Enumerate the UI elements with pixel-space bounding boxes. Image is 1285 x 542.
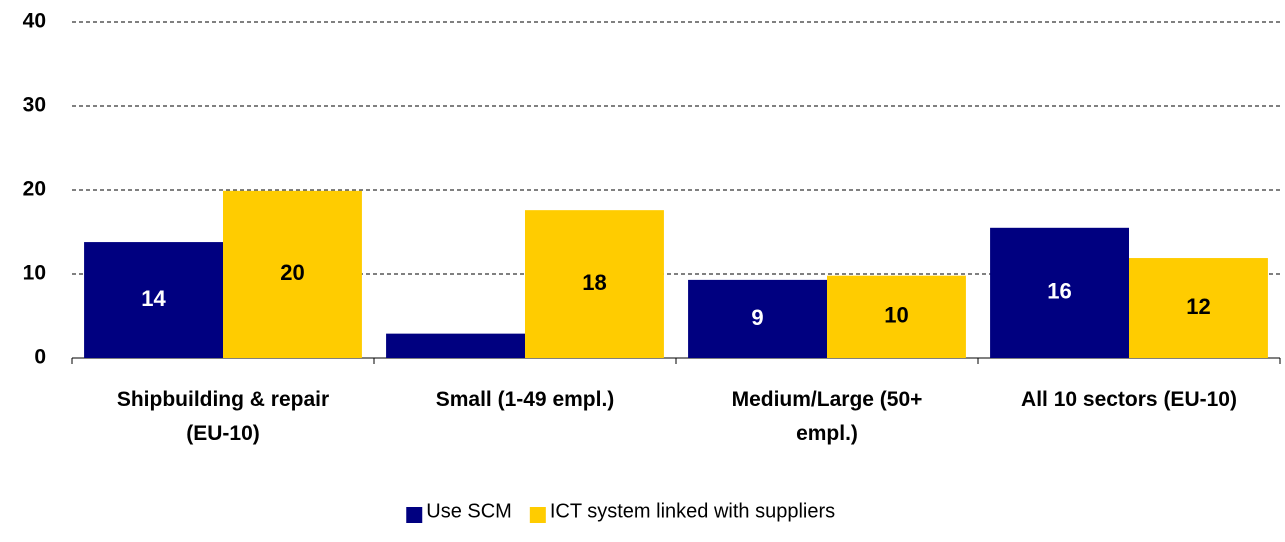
data-label: 9	[751, 305, 763, 330]
y-tick-label: 20	[23, 178, 46, 201]
data-label: 12	[1186, 294, 1210, 319]
legend-label: Use SCM	[426, 500, 512, 522]
bar	[990, 227, 1129, 358]
bar	[223, 190, 362, 358]
x-tick-label: Small (1-49 empl.)	[435, 388, 615, 411]
y-tick-label: 40	[23, 10, 46, 33]
x-tick-label: Shipbuilding & repair (EU-10)	[116, 388, 330, 445]
data-label: 20	[280, 260, 304, 285]
bar	[386, 333, 525, 358]
data-label: 14	[141, 286, 166, 311]
legend-label: ICT system linked with suppliers	[550, 500, 835, 522]
bar	[84, 242, 223, 358]
y-tick-label: 30	[23, 94, 46, 117]
x-tick-label: Medium/Large (50+ empl.)	[731, 388, 923, 445]
legend-swatch	[406, 507, 423, 523]
bar	[1129, 258, 1268, 358]
x-tick-label: All 10 sectors (EU-10)	[1021, 388, 1237, 411]
y-tick-label: 10	[23, 262, 46, 285]
data-label: 18	[582, 270, 606, 295]
bar	[525, 210, 664, 358]
y-tick-label: 0	[34, 346, 46, 369]
bar	[688, 279, 827, 358]
bar	[827, 275, 966, 358]
data-label: 10	[884, 303, 908, 328]
data-label: 16	[1047, 279, 1071, 304]
legend-swatch	[529, 507, 546, 523]
